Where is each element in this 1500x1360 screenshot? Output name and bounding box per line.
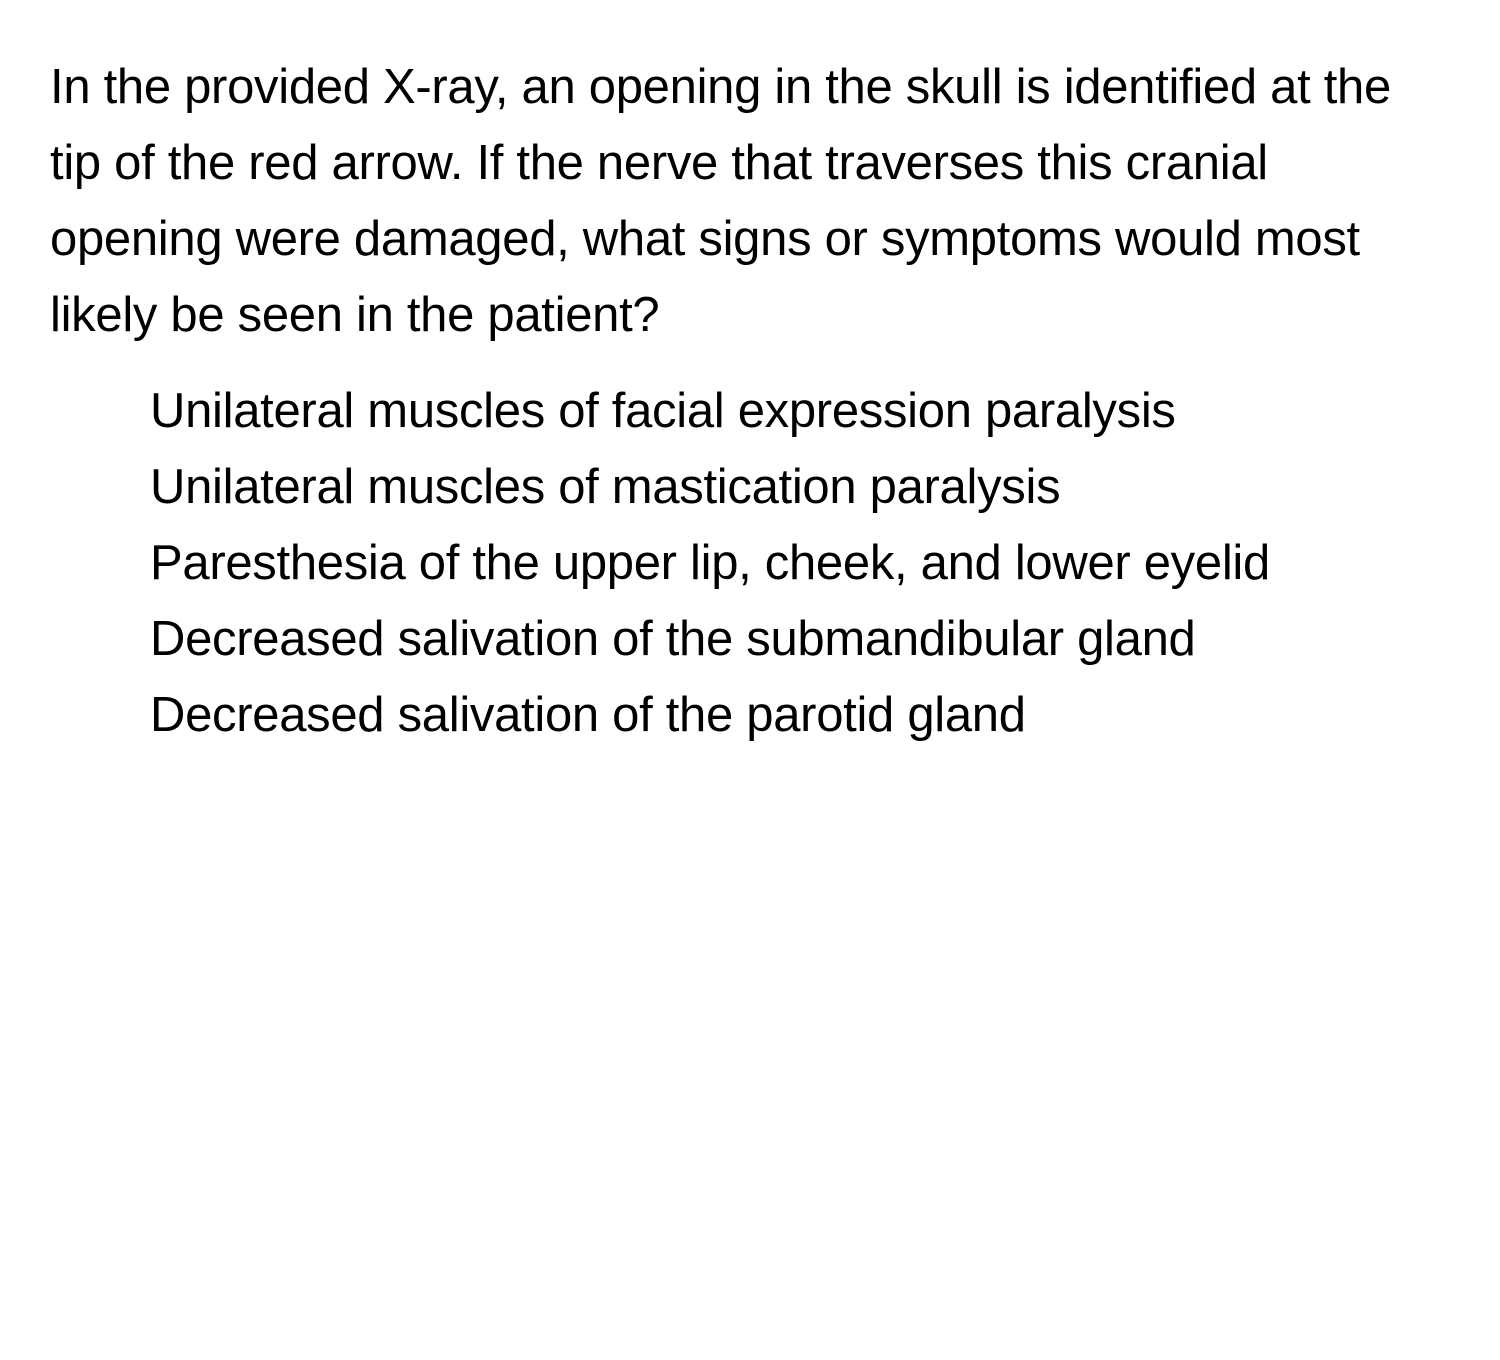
option-item: Decreased salivation of the submandibula… [150,602,1450,678]
option-item: Unilateral muscles of facial expression … [150,374,1450,450]
options-list: Unilateral muscles of facial expression … [50,374,1450,754]
question-text: In the provided X-ray, an opening in the… [50,50,1450,354]
option-item: Unilateral muscles of mastication paraly… [150,450,1450,526]
question-container: In the provided X-ray, an opening in the… [50,50,1450,753]
option-item: Paresthesia of the upper lip, cheek, and… [150,526,1450,602]
option-item: Decreased salivation of the parotid glan… [150,678,1450,754]
